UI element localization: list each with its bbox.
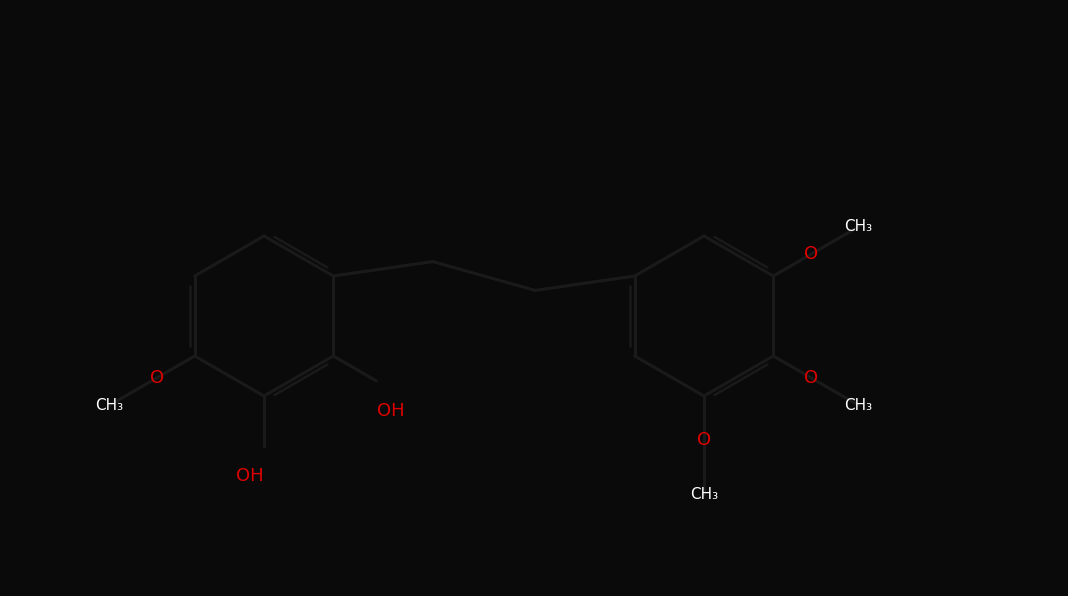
Text: O: O [804, 369, 818, 387]
Text: CH₃: CH₃ [690, 487, 718, 502]
Text: CH₃: CH₃ [845, 219, 873, 234]
Text: O: O [697, 431, 711, 449]
Text: O: O [150, 369, 163, 387]
Text: OH: OH [236, 467, 264, 485]
Text: O: O [804, 245, 818, 263]
Text: CH₃: CH₃ [95, 398, 124, 412]
Text: OH: OH [377, 402, 405, 420]
Text: CH₃: CH₃ [845, 398, 873, 412]
